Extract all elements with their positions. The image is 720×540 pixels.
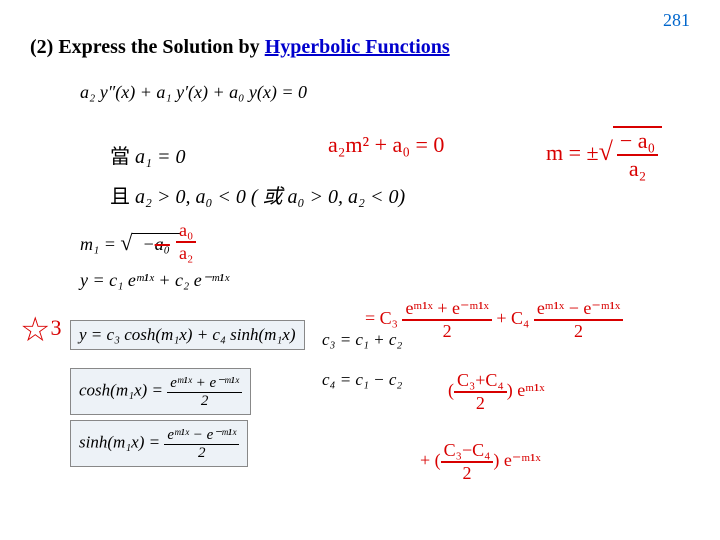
page-number: 281 — [663, 10, 690, 31]
heading-hyper: Hyperbolic Functions — [265, 36, 450, 58]
hand-g1-den: 2 — [454, 393, 507, 414]
cond2-label: 且 — [110, 186, 135, 208]
sinh-def-box: sinh(m₁x) = eᵐ¹ˣ − e⁻ᵐ¹ˣ2 — [70, 420, 248, 467]
hand-quadratic: a₂m² + a₀ = 0 — [328, 132, 444, 158]
hand-rhs1-num: eᵐ¹ˣ + e⁻ᵐ¹ˣ — [402, 298, 491, 321]
y-exponential: y = c₁ eᵐ¹ˣ + c₂ e⁻ᵐ¹ˣ — [80, 270, 229, 291]
m1-struck: a₀ — [155, 234, 170, 254]
hand-expand-line1: = C₃ eᵐ¹ˣ + e⁻ᵐ¹ˣ2 + C₄ eᵐ¹ˣ − e⁻ᵐ¹ˣ2 — [365, 298, 623, 342]
cosh-den: 2 — [167, 393, 242, 410]
hand-e2: e⁻ᵐ¹ˣ — [499, 450, 540, 470]
hand-mroot-lhs: m = ± — [546, 140, 599, 165]
hand-replace-den: a₂ — [176, 243, 196, 264]
hand-m-root: m = ±√− a₀a₂ — [546, 126, 662, 182]
y-hyperbolic-box: y = c₃ cosh(m₁x) + c₄ sinh(m₁x) — [70, 320, 305, 350]
hand-plus2: + ( — [420, 450, 441, 470]
hand-eqc3: = C₃ — [365, 308, 398, 328]
cond1-expr: a₁ = 0 — [135, 146, 185, 168]
hand-replace-num: a₀ — [176, 220, 196, 243]
cosh-def-box: cosh(m₁x) = eᵐ¹ˣ + e⁻ᵐ¹ˣ2 — [70, 368, 251, 415]
star-three: 3 — [50, 315, 61, 340]
section-heading: (2) Express the Solution by Hyperbolic F… — [30, 36, 450, 59]
hand-plusc4: + C₄ — [496, 308, 529, 328]
heading-prefix: (2) — [30, 36, 58, 58]
hand-mroot-num: − a₀ — [617, 128, 658, 156]
star-glyph: ☆ — [20, 312, 50, 349]
sinh-den: 2 — [164, 445, 239, 462]
hand-rhs1-den: 2 — [402, 321, 491, 342]
hand-expand-line2: (C₃+C₄2) eᵐ¹ˣ — [448, 370, 545, 414]
condition-2: 且 a₂ > 0, a₀ < 0 ( 或 a₀ > 0, a₂ < 0) — [110, 180, 405, 209]
hand-e1: eᵐ¹ˣ — [513, 380, 545, 400]
sinh-num: eᵐ¹ˣ − e⁻ᵐ¹ˣ — [164, 425, 239, 445]
cosh-lhs: cosh(m₁x) = — [79, 380, 167, 399]
hand-expand-line3: + (C₃−C₄2) e⁻ᵐ¹ˣ — [420, 440, 541, 484]
cond2-expr: a₂ > 0, a₀ < 0 ( 或 a₀ > 0, a₂ < 0) — [135, 186, 405, 208]
cosh-num: eᵐ¹ˣ + e⁻ᵐ¹ˣ — [167, 373, 242, 393]
hand-rhs2-num: eᵐ¹ˣ − e⁻ᵐ¹ˣ — [534, 298, 623, 321]
hand-rhs2-den: 2 — [534, 321, 623, 342]
sinh-lhs: sinh(m₁x) = — [79, 432, 164, 451]
ode-equation: a₂ y″(x) + a₁ y′(x) + a₀ y(x) = 0 — [80, 82, 307, 103]
hand-replace-frac: a₀a₂ — [176, 220, 196, 264]
condition-1: 當 a₁ = 0 — [110, 140, 185, 169]
hand-g2-den: 2 — [441, 463, 494, 484]
cond1-label: 當 — [110, 146, 135, 168]
heading-mid: Express the Solution by — [58, 36, 264, 58]
hand-star-icon: ☆3 — [20, 310, 61, 350]
hand-g1-num: C₃+C₄ — [454, 370, 507, 393]
c4-relation: c₄ = c₁ − c₂ — [322, 370, 402, 390]
hand-g2-num: C₃−C₄ — [441, 440, 494, 463]
m1-equation: m₁ = √−a₀ — [80, 230, 180, 256]
hand-mroot-den: a₂ — [617, 156, 658, 182]
m1-lhs: m₁ = — [80, 234, 120, 254]
